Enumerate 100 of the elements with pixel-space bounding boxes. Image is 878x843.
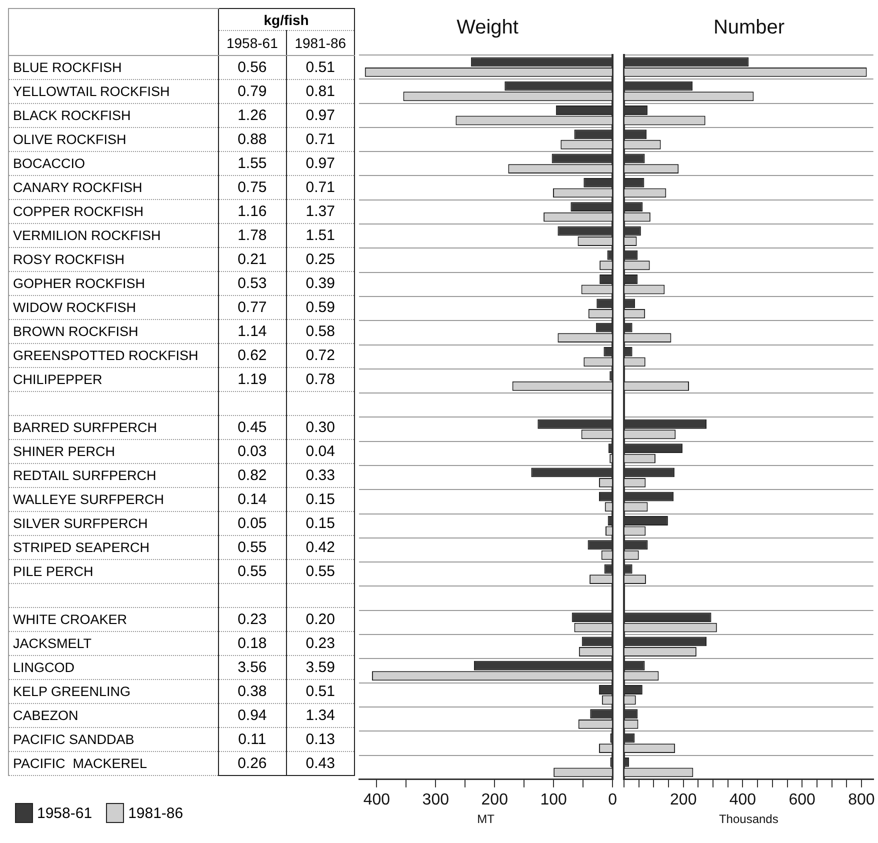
legend-label: 1981-86 bbox=[128, 804, 184, 822]
data-label: 0.05 bbox=[218, 512, 286, 536]
data-label: 0.51 bbox=[286, 680, 354, 704]
category-label: SILVER SURFPERCH bbox=[8, 512, 218, 536]
category-label: LINGCOD bbox=[8, 656, 218, 680]
category-label: VERMILION ROCKFISH bbox=[8, 224, 218, 248]
x-axis-title: MT bbox=[477, 812, 496, 826]
category-label: SHINER PERCH bbox=[8, 440, 218, 464]
x-tick-label: 400 bbox=[729, 791, 756, 808]
data-label: 1.16 bbox=[218, 200, 286, 224]
data-label: 0.14 bbox=[218, 488, 286, 512]
x-tick-label: 800 bbox=[848, 791, 875, 808]
data-label: 0.30 bbox=[286, 416, 354, 440]
data-label: 0.56 bbox=[218, 56, 286, 80]
chart-title: Weight bbox=[456, 16, 519, 39]
category-label: ROSY ROCKFISH bbox=[8, 248, 218, 272]
category-label: GOPHER ROCKFISH bbox=[8, 272, 218, 296]
data-label: 0.23 bbox=[218, 608, 286, 632]
category-label: BOCACCIO bbox=[8, 152, 218, 176]
data-label: 0.62 bbox=[218, 344, 286, 368]
data-label: 0.75 bbox=[218, 176, 286, 200]
data-label: 0.04 bbox=[286, 440, 354, 464]
data-label: 0.88 bbox=[218, 128, 286, 152]
category-label: BLACK ROCKFISH bbox=[8, 104, 218, 128]
data-label: 3.56 bbox=[218, 656, 286, 680]
data-label: 1.14 bbox=[218, 320, 286, 344]
data-label: 0.53 bbox=[218, 272, 286, 296]
data-label: 1.37 bbox=[286, 200, 354, 224]
data-label: 0.72 bbox=[286, 344, 354, 368]
category-label: CHILIPEPPER bbox=[8, 368, 218, 392]
x-tick-label: 200 bbox=[481, 791, 508, 808]
x-tick-label: 0 bbox=[608, 791, 618, 808]
category-label: WHITE CROAKER bbox=[8, 608, 218, 632]
data-label: 1.34 bbox=[286, 704, 354, 728]
category-label: CANARY ROCKFISH bbox=[8, 176, 218, 200]
data-label: 0.55 bbox=[218, 536, 286, 560]
data-label: 0.23 bbox=[286, 632, 354, 656]
category-label: YELLOWTAIL ROCKFISH bbox=[8, 80, 218, 104]
x-axis-title: Thousands bbox=[718, 812, 778, 826]
x-tick-label: 600 bbox=[788, 791, 816, 808]
data-label: 0.51 bbox=[286, 56, 354, 80]
data-label: 1.51 bbox=[286, 224, 354, 248]
data-label: 0.38 bbox=[218, 680, 286, 704]
data-label: 0.79 bbox=[218, 80, 286, 104]
x-tick-label: 100 bbox=[540, 791, 568, 808]
data-label: 0.20 bbox=[286, 608, 354, 632]
data-label: 0.55 bbox=[218, 560, 286, 584]
category-label: BARRED SURFPERCH bbox=[8, 416, 218, 440]
data-label: 0.42 bbox=[286, 536, 354, 560]
data-label: 0.15 bbox=[286, 488, 354, 512]
data-label: 0.25 bbox=[286, 248, 354, 272]
data-label: 0.13 bbox=[286, 728, 354, 752]
category-label: BLUE ROCKFISH bbox=[8, 56, 218, 80]
data-label: 0.71 bbox=[286, 176, 354, 200]
category-label: STRIPED SEAPERCH bbox=[8, 536, 218, 560]
category-label: CABEZON bbox=[8, 704, 218, 728]
data-label: 1.78 bbox=[218, 224, 286, 248]
data-label: 0.97 bbox=[286, 104, 354, 128]
text: kg/fish bbox=[218, 8, 354, 30]
x-tick-label: 200 bbox=[670, 791, 697, 808]
category-label: REDTAIL SURFPERCH bbox=[8, 464, 218, 488]
category-label: PACIFIC SANDDAB bbox=[8, 728, 218, 752]
category-label: BROWN ROCKFISH bbox=[8, 320, 218, 344]
data-label: 0.33 bbox=[286, 464, 354, 488]
data-label: 0.58 bbox=[286, 320, 354, 344]
category-label: COPPER ROCKFISH bbox=[8, 200, 218, 224]
data-label: 3.59 bbox=[286, 656, 354, 680]
category-label: PACIFIC MACKEREL bbox=[8, 752, 218, 776]
data-label: 0.11 bbox=[218, 728, 286, 752]
category-label: JACKSMELT bbox=[8, 632, 218, 656]
data-label: 1.19 bbox=[218, 368, 286, 392]
data-label: 0.15 bbox=[286, 512, 354, 536]
data-label: 0.77 bbox=[218, 296, 286, 320]
x-tick-label: 300 bbox=[422, 791, 450, 808]
data-label: 0.97 bbox=[286, 152, 354, 176]
category-label: GREENSPOTTED ROCKFISH bbox=[8, 344, 218, 368]
text: 1958-61 bbox=[218, 30, 286, 56]
data-label: 0.43 bbox=[286, 752, 354, 776]
data-label: 0.45 bbox=[218, 416, 286, 440]
data-label: 0.18 bbox=[218, 632, 286, 656]
data-label: 0.78 bbox=[286, 368, 354, 392]
x-tick-label: 400 bbox=[363, 791, 390, 808]
data-label: 0.26 bbox=[218, 752, 286, 776]
category-label: PILE PERCH bbox=[8, 560, 218, 584]
data-label: 0.03 bbox=[218, 440, 286, 464]
category-label: WIDOW ROCKFISH bbox=[8, 296, 218, 320]
data-label: 0.94 bbox=[218, 704, 286, 728]
legend-label: 1958-61 bbox=[37, 804, 92, 822]
data-label: 0.55 bbox=[286, 560, 354, 584]
data-label: 0.21 bbox=[218, 248, 286, 272]
category-label: OLIVE ROCKFISH bbox=[8, 128, 218, 152]
data-label: 0.39 bbox=[286, 272, 354, 296]
data-label: 1.26 bbox=[218, 104, 286, 128]
data-label: 0.82 bbox=[218, 464, 286, 488]
data-label: 0.59 bbox=[286, 296, 354, 320]
text: 1981-86 bbox=[286, 30, 354, 56]
data-label: 0.81 bbox=[286, 80, 354, 104]
chart-title: Number bbox=[713, 16, 785, 39]
data-label: 0.71 bbox=[286, 128, 354, 152]
category-label: KELP GREENLING bbox=[8, 680, 218, 704]
